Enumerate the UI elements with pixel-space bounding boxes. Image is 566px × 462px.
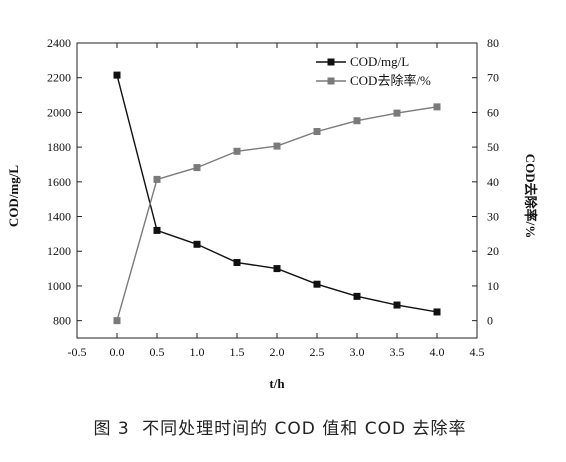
x-tick-label: 2.5 [310,345,325,359]
legend: COD/mg/L COD去除率/% [316,54,431,88]
x-tick-label: 1.0 [190,345,205,359]
left-tick-label: 2000 [47,105,71,119]
left-tick-label: 1200 [47,244,71,258]
right-tick-label: 40 [487,175,499,189]
series-1-point [393,301,401,309]
series-2-point [393,109,401,117]
x-tick-label: -0.5 [68,345,87,359]
legend-label-1: COD/mg/L [350,54,409,69]
x-tick-label: 0.0 [110,345,125,359]
right-tick-label: 20 [487,244,499,258]
left-tick-label: 1600 [47,175,71,189]
left-tick-label: 1000 [47,279,71,293]
left-tick-label: 2200 [47,71,71,85]
x-axis-ticks: -0.5 0.0 0.5 1.0 1.5 2.0 2.5 3.0 3.5 4.0 4.5 [68,43,485,359]
series-2-point [353,117,361,125]
left-axis-label: COD/mg/L [6,165,21,227]
series-1-point [153,226,161,234]
right-axis-ticks: 0 10 20 30 40 50 60 70 80 [472,36,499,328]
legend-marker-1 [327,58,335,66]
series-1-point [113,71,121,79]
series-2-point [153,175,161,183]
left-tick-label: 800 [53,314,71,328]
series-1-point [433,308,441,316]
series-line-2 [116,106,438,321]
right-tick-label: 60 [487,105,499,119]
series-2-point [113,317,121,325]
series-1-point [353,292,361,300]
left-tick-label: 1400 [47,210,71,224]
x-tick-label: 1.5 [230,345,245,359]
right-axis-label: COD去除率/% [523,154,538,239]
x-tick-label: 4.0 [430,345,445,359]
left-axis-ticks: 800 1000 1200 1400 1600 1800 2000 2200 2400 [47,36,82,328]
figure-caption-text: 不同处理时间的 COD 值和 COD 去除率 [142,419,467,439]
left-tick-label: 2400 [47,36,71,50]
right-tick-label: 50 [487,140,499,154]
right-tick-label: 80 [487,36,499,50]
legend-label-2: COD去除率/% [350,73,431,88]
series-2-point [273,142,281,150]
series-2-point [313,128,321,135]
series-1-point [193,240,201,248]
x-tick-label: 2.0 [270,345,285,359]
x-tick-label: 3.5 [390,345,405,359]
series-line-1 [116,74,438,313]
chart: -0.5 0.0 0.5 1.0 1.5 2.0 2.5 3.0 3.5 4.0 4.5 80010… [6,36,538,391]
series-2-point [233,147,241,155]
series-1-point [313,280,321,288]
left-tick-label: 1800 [47,140,71,154]
legend-marker-2 [327,77,335,85]
series-2-point [193,164,201,172]
series-1-point [233,259,241,267]
x-tick-label: 4.5 [470,345,485,359]
x-tick-label: 3.0 [350,345,365,359]
right-tick-label: 0 [487,314,493,328]
x-axis-label: t/h [269,376,285,391]
right-tick-label: 10 [487,279,499,293]
series-1-point [273,265,281,273]
series-layer [113,71,441,325]
figure-number: 图 3 [93,419,130,439]
right-tick-label: 30 [487,210,499,224]
x-tick-label: 0.5 [150,345,165,359]
series-2-point [433,103,441,111]
figure-caption: 图 3 不同处理时间的 COD 值和 COD 去除率 [0,414,566,439]
right-tick-label: 70 [487,71,499,85]
